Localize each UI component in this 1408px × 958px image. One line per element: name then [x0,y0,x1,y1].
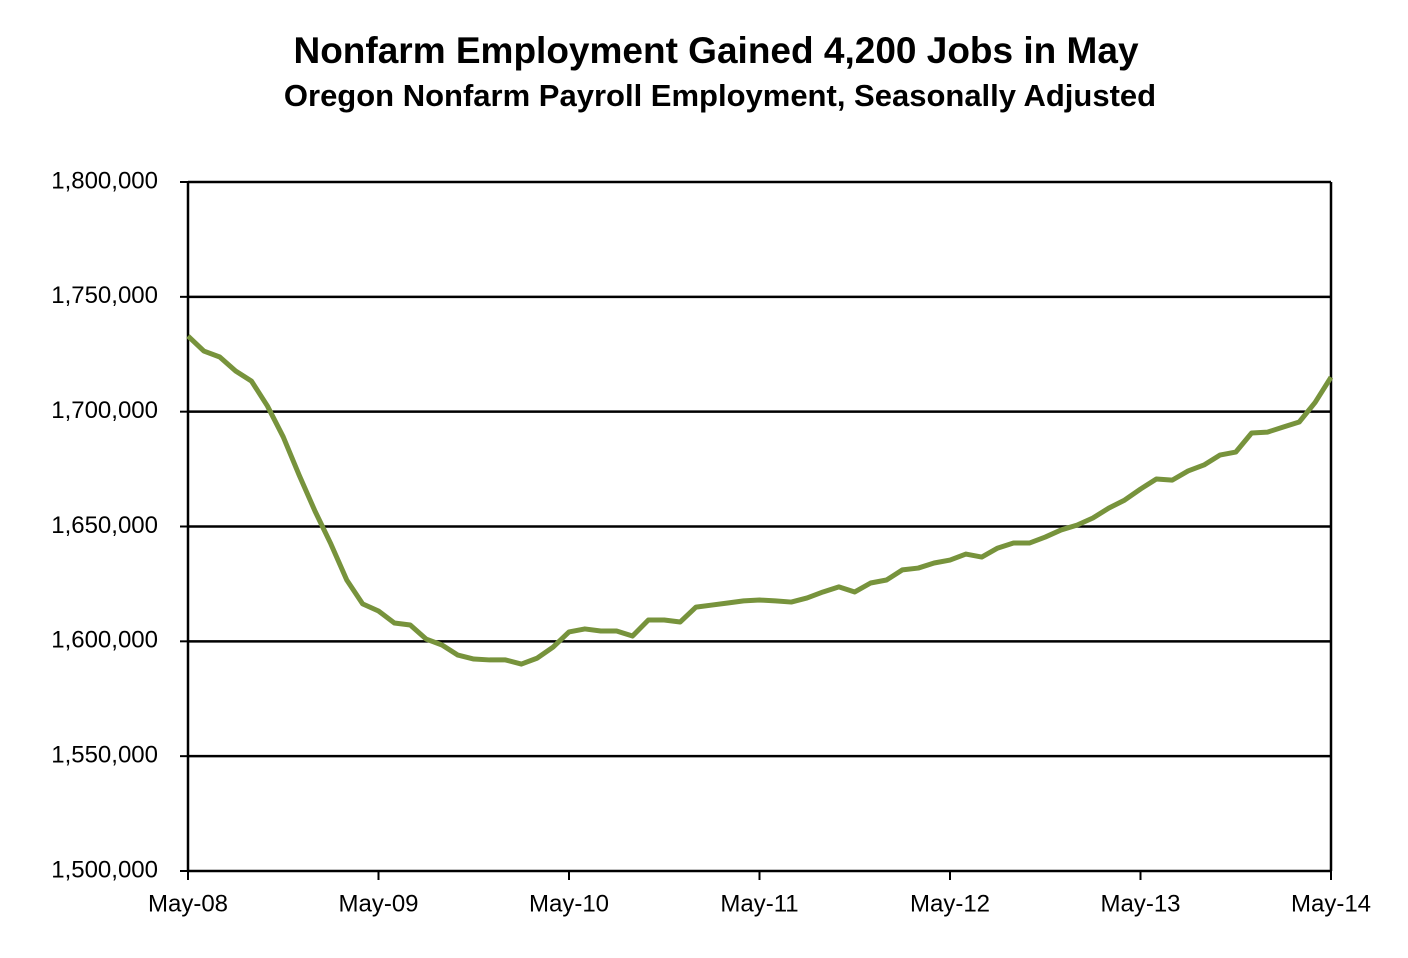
x-tick-label: May-10 [529,890,609,917]
x-tick-label: May-11 [720,890,798,917]
chart-title: Nonfarm Employment Gained 4,200 Jobs in … [293,30,1138,71]
chart-subtitle: Oregon Nonfarm Payroll Employment, Seaso… [284,78,1156,113]
x-tick-label: May-12 [910,890,990,917]
x-tick-label: May-08 [148,890,228,917]
x-tick-label: May-13 [1100,890,1180,917]
y-tick-label: 1,550,000 [51,742,158,769]
series-line [186,334,1334,667]
y-tick-label: 1,600,000 [51,627,158,654]
y-tick-label: 1,750,000 [51,282,158,309]
x-tick-label: May-14 [1291,890,1371,917]
y-tick-label: 1,500,000 [51,856,158,883]
y-tick-label: 1,700,000 [51,397,158,424]
x-tick-label: May-09 [338,890,418,917]
y-tick-label: 1,800,000 [51,167,158,194]
y-tick-label: 1,650,000 [51,512,158,539]
